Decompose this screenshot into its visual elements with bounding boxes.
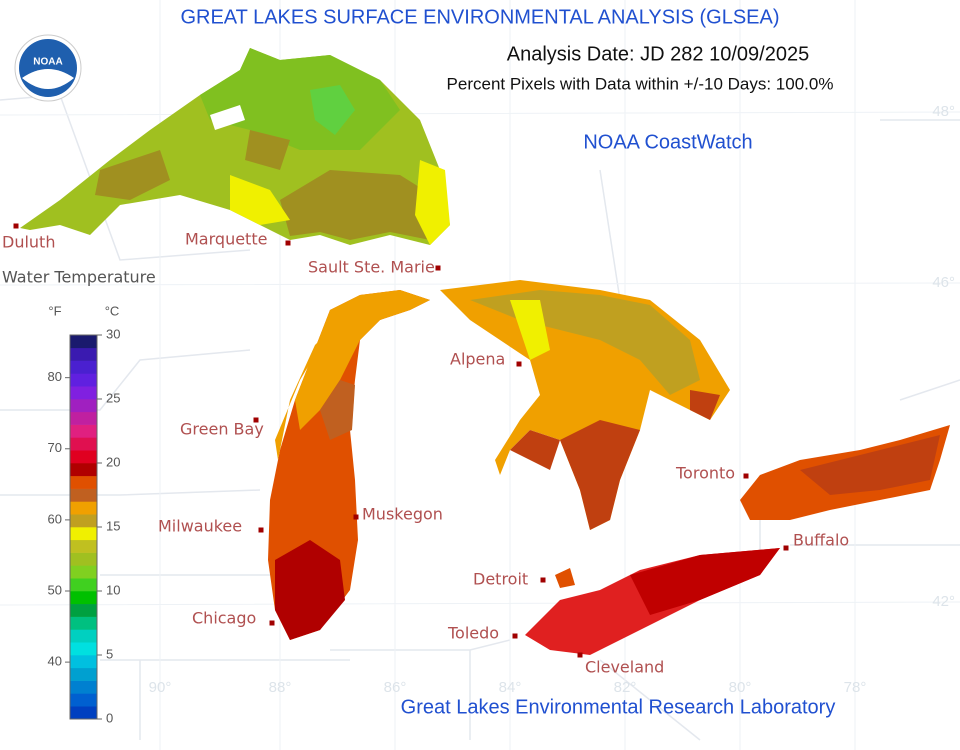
city-marker <box>540 577 546 583</box>
colorbar-swatch <box>70 642 97 656</box>
city-label: Toronto <box>675 464 735 483</box>
footer: Great Lakes Environmental Research Labor… <box>401 696 836 718</box>
logo-text: NOAA <box>33 57 62 68</box>
colorbar-swatch <box>70 463 97 477</box>
colorbar-swatch <box>70 591 97 605</box>
colorbar-swatch <box>70 475 97 489</box>
f-tick-label: 40 <box>48 654 62 669</box>
city-label: Detroit <box>473 570 528 589</box>
lon-label: 90° <box>149 679 172 696</box>
noaa-logo: NOAA <box>14 34 82 102</box>
graticule-labels: 90° 88° 86° 84° 82° 80° 78° 48° 46° 42° <box>149 103 955 696</box>
f-unit: °F <box>48 303 61 318</box>
lat-label: 48° <box>932 103 955 120</box>
colorbar-swatch <box>70 501 97 515</box>
colorbar-swatch <box>70 386 97 400</box>
city-marker <box>269 620 275 626</box>
f-tick-label: 50 <box>48 582 62 597</box>
colorbar-swatch <box>70 552 97 566</box>
city-marker <box>258 527 264 533</box>
city-label: Cleveland <box>585 658 664 677</box>
cities: Duluth Marquette Sault Ste. Marie Alpena Gre… <box>2 223 849 677</box>
f-tick-label: 60 <box>48 511 62 526</box>
lon-label: 84° <box>499 679 522 696</box>
colorbar-title: Water Temperature <box>2 268 156 287</box>
colorbar-swatch <box>70 488 97 502</box>
colorbar-swatch <box>70 335 97 349</box>
colorbar-swatch <box>70 629 97 643</box>
c-tick-label: 5 <box>106 646 113 661</box>
colorbar-swatch <box>70 399 97 413</box>
colorbar-swatch <box>70 437 97 451</box>
lon-label: 80° <box>729 679 752 696</box>
city-marker <box>743 473 749 479</box>
lake-michigan <box>268 290 430 640</box>
colorbar-swatch <box>70 527 97 541</box>
lake-st-clair <box>555 568 575 588</box>
colorbar-swatch <box>70 514 97 528</box>
colorbar-swatch <box>70 693 97 707</box>
colorbar-swatch <box>70 603 97 617</box>
f-tick-label: 80 <box>48 369 62 384</box>
lat-label: 42° <box>932 593 955 610</box>
credit: NOAA CoastWatch <box>583 131 752 153</box>
analysis-date: Analysis Date: JD 282 10/09/2025 <box>507 43 809 65</box>
c-tick-label: 15 <box>106 518 120 533</box>
lon-label: 82° <box>614 679 637 696</box>
colorbar-swatch <box>70 578 97 592</box>
c-tick-label: 10 <box>106 582 120 597</box>
colorbar-swatch <box>70 450 97 464</box>
lon-label: 88° <box>269 679 292 696</box>
colorbar-swatch <box>70 411 97 425</box>
colorbar-swatch <box>70 424 97 438</box>
lat-label: 46° <box>932 274 955 291</box>
title: GREAT LAKES SURFACE ENVIRONMENTAL ANALYS… <box>180 6 779 28</box>
lon-label: 78° <box>844 679 867 696</box>
coverage: Percent Pixels with Data within +/-10 Da… <box>447 74 834 93</box>
colorbar-swatch <box>70 680 97 694</box>
city-label: Marquette <box>185 230 267 249</box>
lake-superior <box>20 48 450 245</box>
colorbar-swatch <box>70 655 97 669</box>
city-label: Toledo <box>447 624 499 643</box>
city-marker <box>577 652 583 658</box>
city-marker <box>783 545 789 551</box>
city-marker <box>285 240 291 246</box>
city-label: Chicago <box>192 609 256 628</box>
f-tick-label: 70 <box>48 440 62 455</box>
lake-ontario <box>740 425 950 520</box>
colorbar-swatch <box>70 360 97 374</box>
city-label: Green Bay <box>180 420 264 439</box>
lake-huron <box>440 280 730 530</box>
city-label: Buffalo <box>793 531 849 550</box>
c-tick-label: 20 <box>106 454 120 469</box>
colorbar-swatch <box>70 706 97 720</box>
lake-erie <box>525 548 780 655</box>
colorbar-swatch <box>70 565 97 579</box>
city-marker <box>516 361 522 367</box>
city-label: Milwaukee <box>158 517 242 536</box>
city-marker <box>512 633 518 639</box>
c-tick-label: 25 <box>106 390 120 405</box>
city-label: Sault Ste. Marie <box>308 258 435 277</box>
city-marker <box>253 417 259 423</box>
lon-label: 86° <box>384 679 407 696</box>
colorbar-swatch <box>70 539 97 553</box>
colorbar-swatch <box>70 667 97 681</box>
colorbar: 0 5 10 15 20 25 30 40 50 60 70 80 <box>48 326 121 725</box>
city-marker <box>353 514 359 520</box>
colorbar-swatch <box>70 347 97 361</box>
c-tick-label: 0 <box>106 710 113 725</box>
city-label: Muskegon <box>362 505 443 524</box>
city-marker <box>435 265 441 271</box>
colorbar-swatch <box>70 373 97 387</box>
city-label: Duluth <box>2 233 55 252</box>
city-marker <box>13 223 19 229</box>
c-tick-label: 30 <box>106 326 120 341</box>
c-unit: °C <box>105 303 120 318</box>
colorbar-swatch <box>70 616 97 630</box>
city-label: Alpena <box>450 350 505 369</box>
